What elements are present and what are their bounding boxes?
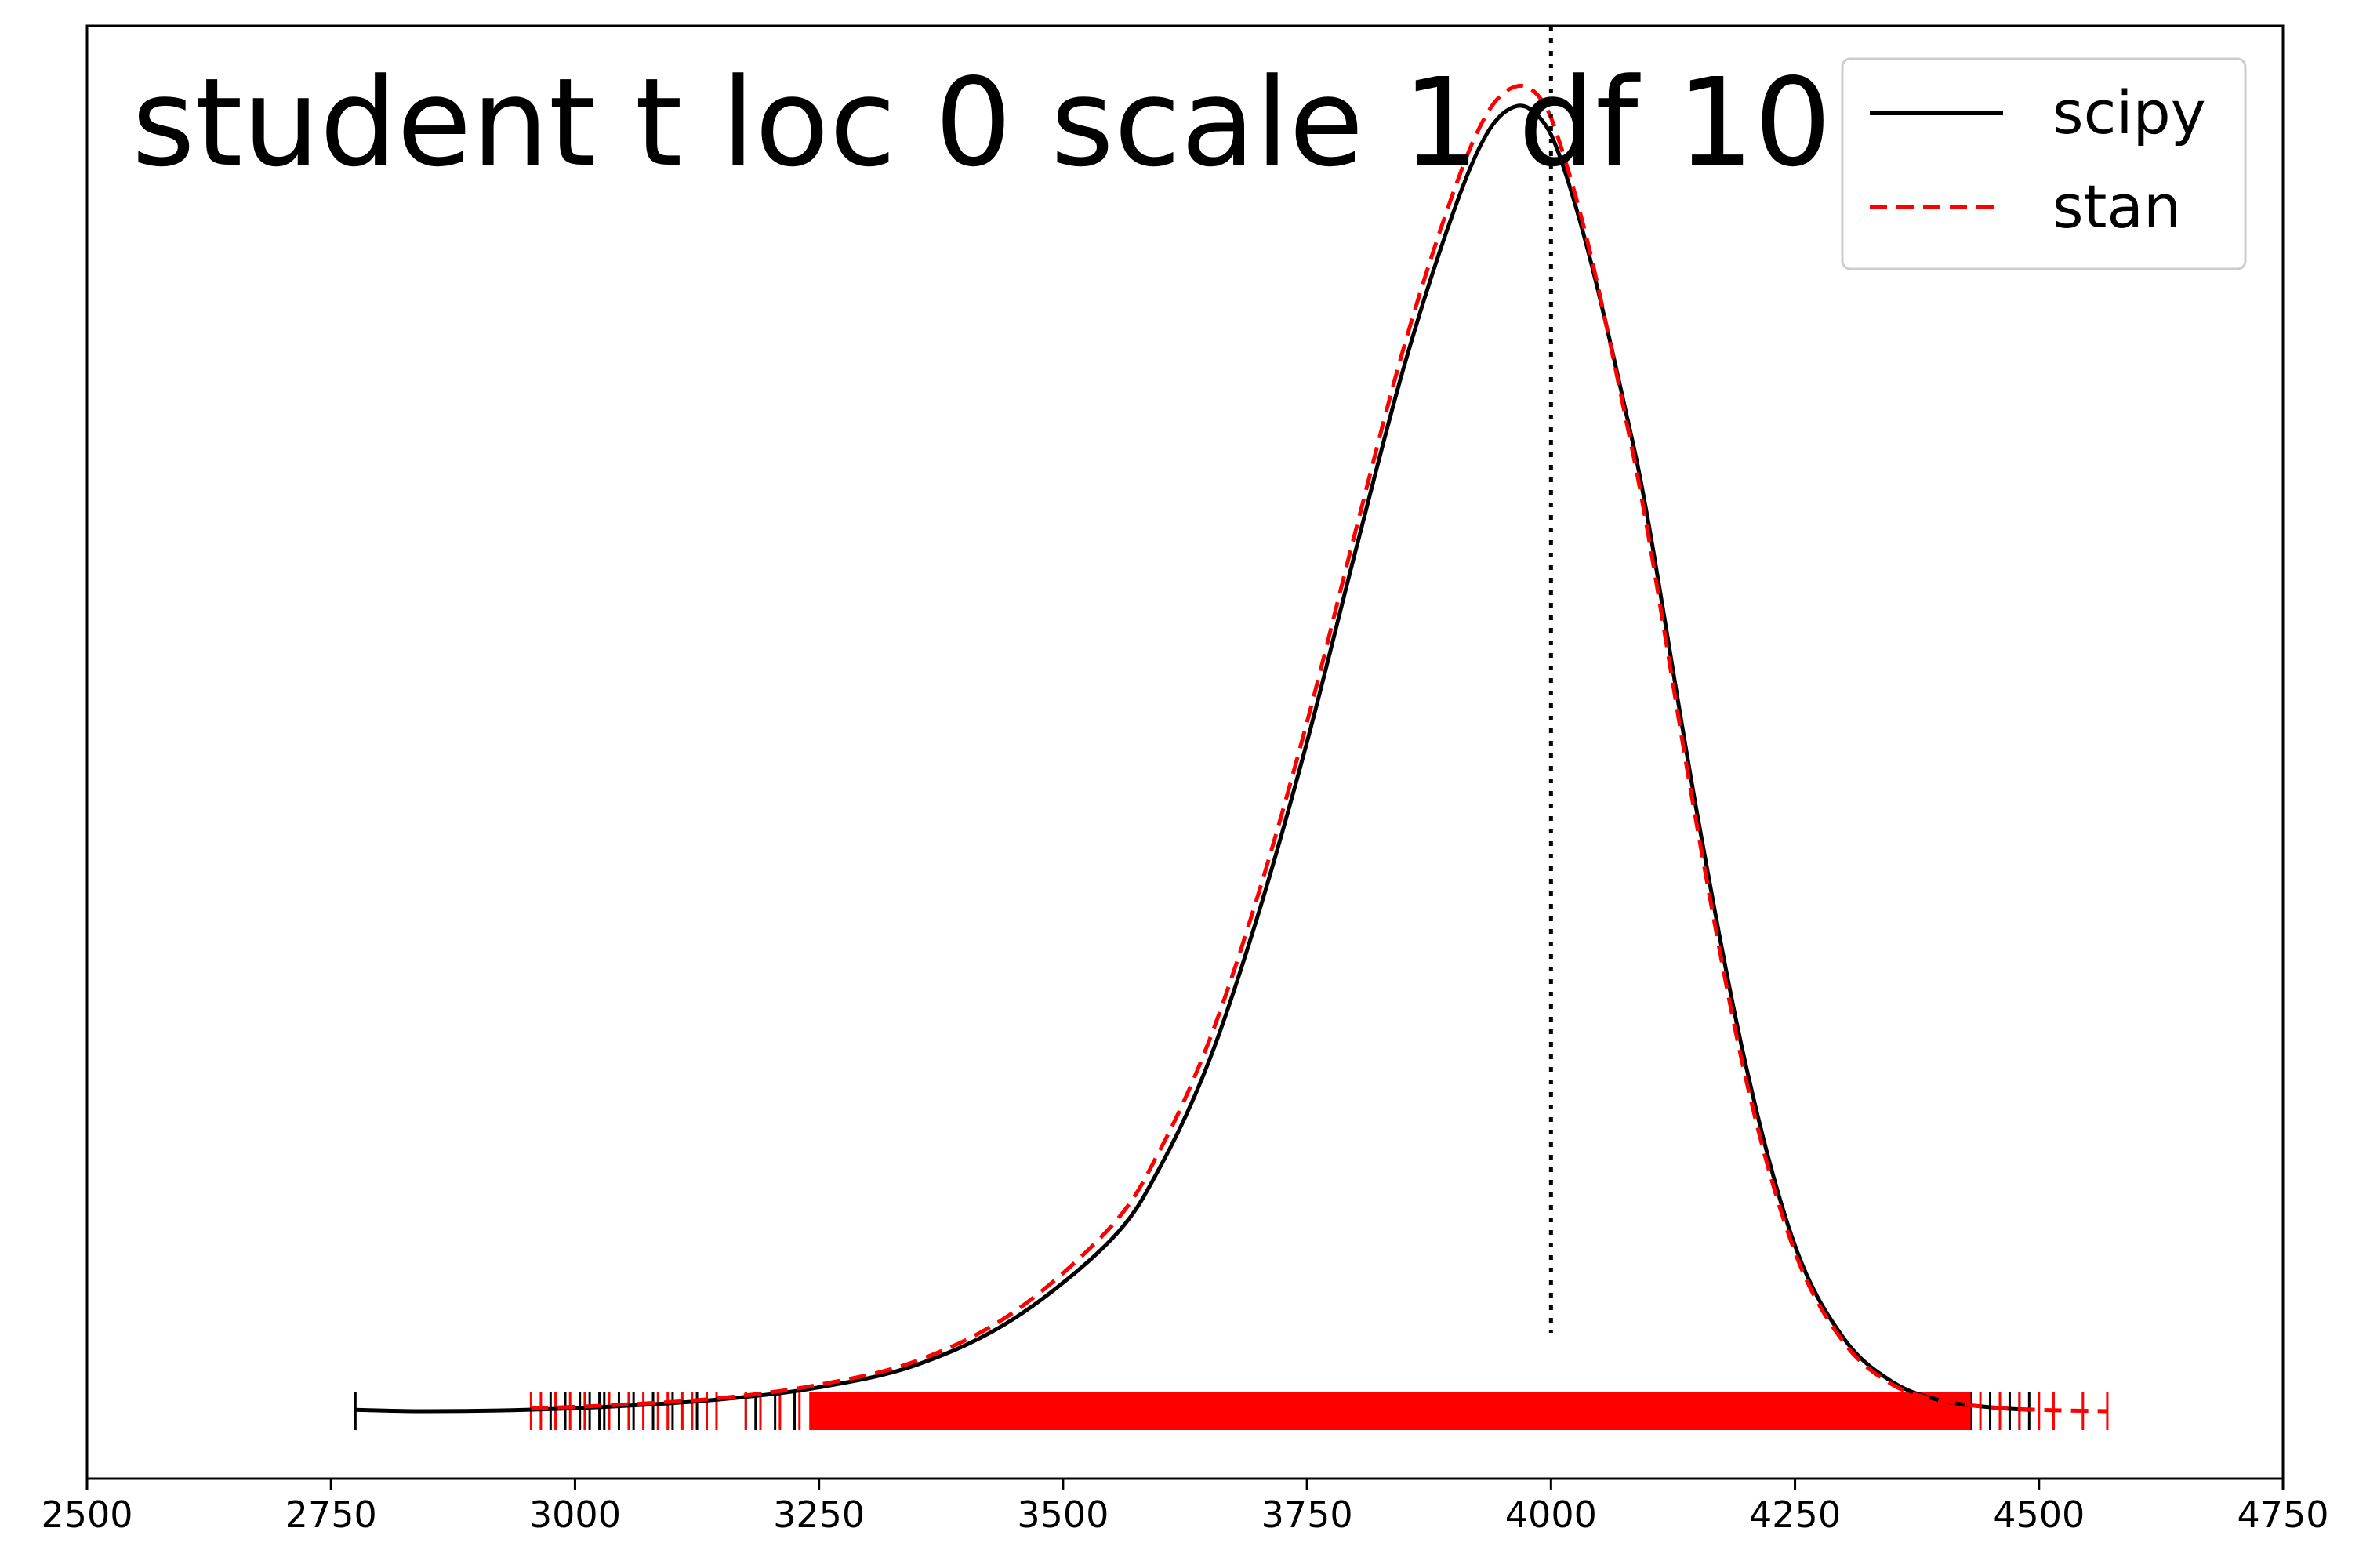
rug-band-stan xyxy=(809,1392,1971,1430)
legend-label-stan: stan xyxy=(2052,172,2181,241)
x-tick-label-4000: 4000 xyxy=(1505,1494,1597,1536)
legend: scipy stan xyxy=(1841,57,2247,270)
x-tick-label-2750: 2750 xyxy=(285,1494,377,1536)
line-layer xyxy=(355,83,2107,1414)
x-tick-label-3750: 3750 xyxy=(1261,1494,1353,1536)
plot-frame xyxy=(85,24,2285,1480)
x-tick-label-4500: 4500 xyxy=(1993,1494,2085,1536)
rug-layer xyxy=(354,1392,2109,1430)
x-tick-label-3000: 3000 xyxy=(529,1494,621,1536)
series-line-scipy xyxy=(355,103,2030,1414)
chart-title: student t loc 0 scale 1 df 10 xyxy=(132,52,1831,194)
x-tick-label-2500: 2500 xyxy=(41,1494,132,1536)
x-axis: 2500 2750 3000 3250 3500 3750 4000 4250 4500 4750 xyxy=(41,1479,2329,1536)
x-tick-label-3250: 3250 xyxy=(773,1494,865,1536)
legend-label-scipy: scipy xyxy=(2052,78,2206,147)
series-line-stan xyxy=(531,83,2107,1414)
x-tick-label-4750: 4750 xyxy=(2237,1494,2328,1536)
x-tick-label-4250: 4250 xyxy=(1749,1494,1841,1536)
x-tick-label-3500: 3500 xyxy=(1017,1494,1109,1536)
